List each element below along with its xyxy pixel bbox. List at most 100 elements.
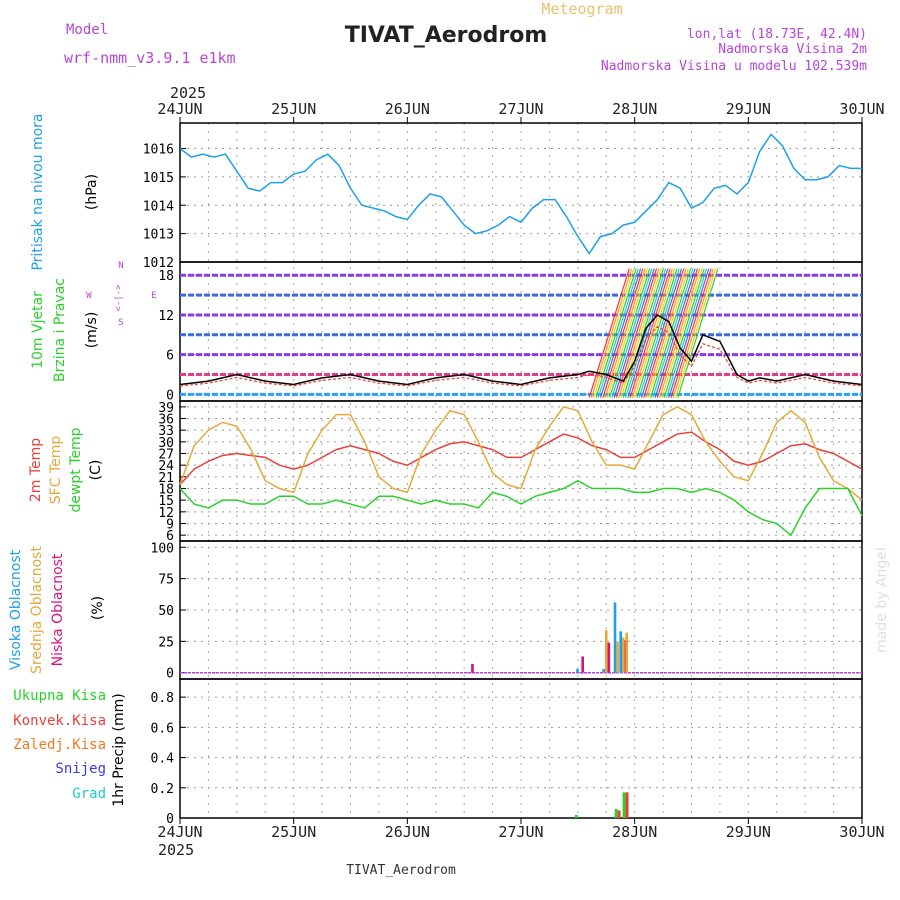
- cloud-frame: [179, 540, 863, 680]
- precip-bars: [574, 792, 629, 818]
- precip-bar-rain: [574, 814, 578, 818]
- elevation-label: Nadmorska Visina 2m: [718, 42, 867, 57]
- cloud-bar-high: [576, 668, 579, 673]
- cloud-bar-low: [607, 642, 611, 673]
- wind-fan-arrow: [631, 268, 673, 398]
- cloud-ylabel-a: Visoka Oblacnost: [8, 549, 24, 670]
- temp-ytick-label: 39: [158, 401, 174, 416]
- wind-fan-arrow: [606, 268, 648, 398]
- wind-fan-arrow: [622, 268, 664, 398]
- cloud-bar-low: [471, 663, 474, 673]
- chart-subtitle: Meteogram: [541, 0, 622, 18]
- year-bottom: 2025: [158, 841, 194, 859]
- temp-sfc-line: [179, 405, 863, 501]
- top-day-label: 25JUN: [271, 100, 316, 118]
- pressure-ytick-label: 1013: [143, 228, 174, 243]
- wind-fan-arrow: [627, 268, 669, 398]
- pressure-frame: [179, 122, 863, 263]
- cloud-ytick-label: 100: [151, 541, 174, 556]
- precip-ylabel: 1hr Precip (mm): [111, 693, 127, 806]
- wind-fan-arrow: [629, 268, 671, 398]
- wind-fan-arrow: [654, 268, 696, 398]
- temperature-series: [179, 405, 863, 537]
- compass-e-label: E: [151, 291, 156, 301]
- wind-fan-arrow: [599, 268, 642, 398]
- pressure-line: [179, 133, 862, 255]
- cloud-bar-high: [602, 668, 605, 673]
- wind-ylabel-a: 10m Vjetar: [30, 291, 46, 369]
- bottom-day-label: 30JUN: [839, 823, 884, 841]
- footer-title: TIVAT_Aerodrom: [346, 863, 456, 878]
- pressure-ytick-label: 1014: [143, 199, 174, 214]
- temp-ytick-label: 9: [166, 518, 174, 533]
- precip-ytick-label: 0.8: [151, 691, 174, 706]
- compass-w-label: W: [86, 291, 92, 301]
- wind-fan-arrow: [645, 268, 687, 398]
- top-day-label: 26JUN: [385, 100, 430, 118]
- precip-ytick-label: 0: [166, 812, 174, 827]
- precip-ytick-label: 0.2: [151, 782, 174, 797]
- cloud-bar-high: [619, 631, 622, 673]
- wind-fan-arrow: [647, 268, 689, 398]
- top-day-label: 30JUN: [839, 100, 884, 118]
- temp-ytick-label: 24: [158, 459, 174, 474]
- precip-legend-item: Konvek.Kisa: [13, 713, 106, 729]
- cloud-ytick-label: 25: [158, 635, 174, 650]
- wind-fan-arrow: [656, 268, 698, 398]
- temp-ytick-label: 6: [166, 529, 174, 544]
- wind-unit: (m/s): [84, 312, 100, 349]
- top-day-label: 28JUN: [612, 100, 657, 118]
- wind-fan-arrow: [597, 268, 639, 398]
- precip-legend-item: Ukupna Kisa: [13, 688, 106, 704]
- top-day-label: 27JUN: [498, 100, 543, 118]
- wind-series: [179, 268, 863, 398]
- wind-fan-arrow: [652, 268, 694, 398]
- precip-legend: Ukupna Kisa Konvek.Kisa Zaledj.Kisa Snijeg G…: [13, 688, 106, 802]
- lonlat-label: lon,lat (18.73E, 42.4N): [687, 27, 867, 42]
- top-day-label: 29JUN: [726, 100, 771, 118]
- precip-bar-rain: [622, 792, 626, 818]
- wind-fan-arrow: [677, 268, 719, 398]
- cloud-bar-mid: [604, 630, 608, 673]
- temp-ytick-label: 36: [158, 413, 174, 428]
- precip-bar-conv: [617, 810, 621, 818]
- wind-compass: W E <-|-> N S: [86, 261, 156, 328]
- wind-fan-arrow: [663, 268, 705, 398]
- bottom-day-label: 26JUN: [385, 823, 430, 841]
- wind-fan-arrow: [609, 268, 651, 398]
- pressure-unit: (hPa): [84, 174, 100, 210]
- bottom-day-label: 28JUN: [612, 823, 657, 841]
- wind-fan-arrow: [615, 268, 658, 398]
- cloud-ylabel-b: Srednja Oblacnost: [29, 546, 45, 674]
- cloud-unit: (%): [90, 596, 106, 620]
- wind-fan-arrow: [643, 268, 685, 398]
- cloud-bar-high: [613, 602, 617, 673]
- model-elevation-label: Nadmorska Visina u modelu 102.539m: [601, 59, 867, 74]
- precip-ytick-label: 0.6: [151, 721, 174, 736]
- wind-fan-arrow: [665, 268, 708, 398]
- wind-ylabel-b: Brzina i Pravac: [52, 278, 68, 382]
- precip-bar-conv: [625, 792, 629, 818]
- temp-ylabel-c: dewpt Temp: [68, 427, 84, 512]
- compass-s-label: S: [118, 318, 123, 328]
- pressure-ylabel: Pritisak na nivou mora: [30, 113, 46, 270]
- wind-ytick-label: 0: [166, 388, 174, 403]
- wind-fan-arrow: [650, 268, 692, 398]
- temp-2m-line: [179, 431, 863, 486]
- wind-gust-line: [179, 326, 863, 387]
- wind-fan-arrow: [638, 268, 680, 398]
- top-time-axis: 24JUN 25JUN 26JUN 27JUN 28JUN 29JUN 30JUN: [157, 100, 884, 118]
- temp-ytick-label: 33: [158, 424, 174, 439]
- pressure-ytick-label: 1016: [143, 143, 174, 158]
- chart-title: TIVAT_Aerodrom: [345, 23, 548, 48]
- model-value: wrf-nmm_v3.9.1 e1km: [64, 49, 236, 67]
- wind-fan-arrow: [640, 268, 683, 398]
- wind-fan-arrow: [613, 268, 655, 398]
- temp-ytick-label: 27: [158, 448, 174, 463]
- wind-fan-arrow: [625, 268, 667, 398]
- pressure-ytick-label: 1012: [143, 256, 174, 271]
- bottom-day-label: 25JUN: [271, 823, 316, 841]
- year-top: 2025: [170, 84, 206, 102]
